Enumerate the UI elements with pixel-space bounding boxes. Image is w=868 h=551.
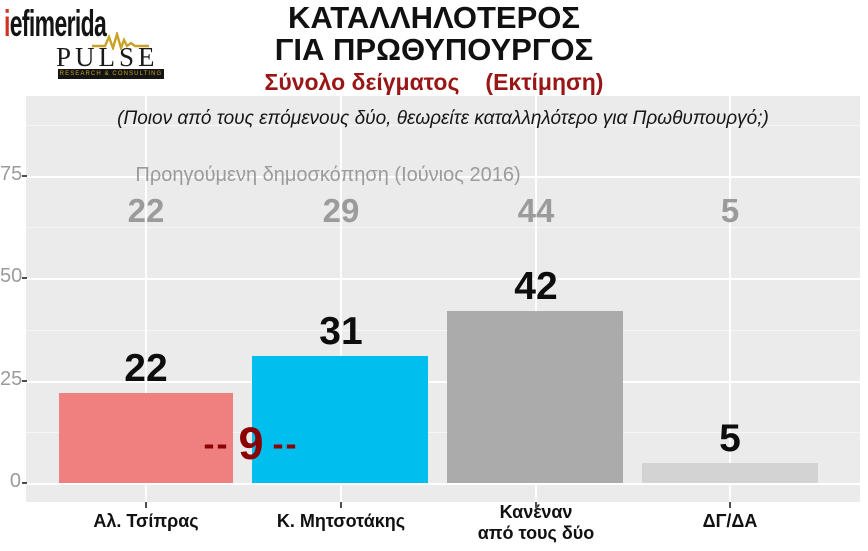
y-axis-label: 25: [0, 368, 23, 390]
gridline: [26, 432, 860, 433]
iefimerida-logo: iefimerida: [4, 3, 107, 45]
chart-title-line1: ΚΑΤΑΛΛΗΛΟΤΕΡΟΣ: [288, 0, 580, 35]
survey-question: (Ποιον από τους επόμενους δύο, θεωρείτε …: [117, 108, 769, 129]
x-axis-label-line: Κ. Μητσοτάκης: [276, 511, 406, 531]
x-axis-label-line: ΔΓ/ΔΑ: [702, 511, 758, 531]
gridline: [26, 381, 860, 383]
brand-logo: iefimerida PULSE RESEARCH & CONSULTING: [4, 3, 214, 83]
gridline: [26, 278, 860, 280]
subtitle-sample: Σύνολο δείγματος: [264, 69, 460, 95]
brand-initial: i: [4, 3, 10, 44]
x-axis-label-line: Κανέναν: [499, 502, 573, 522]
y-axis-label: 0: [9, 470, 21, 492]
difference-annotation: -- 9 --: [166, 418, 336, 470]
gridline: [26, 227, 860, 228]
x-axis-tick: [145, 502, 147, 508]
gridline: [26, 330, 860, 331]
value-label: 31: [319, 310, 363, 353]
bar-mitsotakis: [252, 356, 428, 483]
y-axis-label: 75: [0, 163, 23, 185]
x-axis-label-dontknow: ΔΓ/ΔΑ: [635, 511, 825, 532]
value-label: 42: [514, 265, 558, 308]
x-axis-label-neither: Κανέναν από τους δύο: [441, 502, 631, 544]
diff-dash: --: [272, 425, 299, 462]
chart-subtitle: Σύνολο δείγματος (Εκτίμηση): [0, 69, 868, 96]
gridline: [729, 96, 731, 502]
pulse-waveform-icon: [92, 32, 149, 50]
previous-value: 22: [127, 192, 165, 229]
y-axis-tick: [22, 277, 27, 279]
previous-value: 29: [322, 192, 360, 229]
plot-area: (Ποιον από τους επόμενους δύο, θεωρείτε …: [26, 96, 860, 502]
subtitle-estimate: (Εκτίμηση): [485, 69, 604, 95]
bar-neither: [447, 311, 623, 483]
brand-name: efimerida: [9, 3, 107, 44]
gridline: [26, 125, 860, 126]
previous-value: 5: [720, 192, 740, 229]
x-axis-tick: [729, 502, 731, 508]
value-label: 5: [719, 417, 741, 460]
pulse-logo: PULSE: [56, 42, 159, 72]
bar-dontknow: [642, 463, 818, 483]
x-axis-label-mitsotakis: Κ. Μητσοτάκης: [246, 511, 436, 532]
x-axis-tick: [340, 502, 342, 508]
pulse-tagline: RESEARCH & CONSULTING: [58, 69, 164, 79]
y-axis-label: 50: [0, 265, 23, 287]
gridline: [26, 176, 860, 178]
gridline: [26, 483, 860, 485]
diff-dash: --: [203, 425, 230, 462]
x-axis-label-line: από τους δύο: [477, 523, 595, 543]
x-axis-label-line: Αλ. Τσίπρας: [93, 511, 199, 531]
title-block: ΚΑΤΑΛΛΗΛΟΤΕΡΟΣ ΓΙΑ ΠΡΩΘΥΠΟΥΡΓΟΣ Σύνολο δ…: [0, 2, 868, 96]
previous-poll-label: Προηγούμενη δημοσκόπηση (Ιούνιος 2016): [135, 164, 521, 186]
x-axis-label-tsipras: Αλ. Τσίπρας: [51, 511, 241, 532]
y-axis-tick: [22, 380, 27, 382]
x-axis-tick: [535, 502, 537, 508]
bar-tsipras: [59, 393, 233, 483]
gridline: [535, 96, 537, 502]
y-axis-tick: [22, 482, 27, 484]
diff-value: 9: [238, 418, 264, 469]
chart-title-line2: ΓΙΑ ΠΡΩΘΥΠΟΥΡΓΟΣ: [274, 32, 594, 67]
value-label: 22: [124, 347, 168, 390]
previous-value: 44: [517, 192, 555, 229]
gridline: [145, 96, 147, 502]
y-axis-tick: [22, 175, 27, 177]
gridline: [340, 96, 342, 502]
